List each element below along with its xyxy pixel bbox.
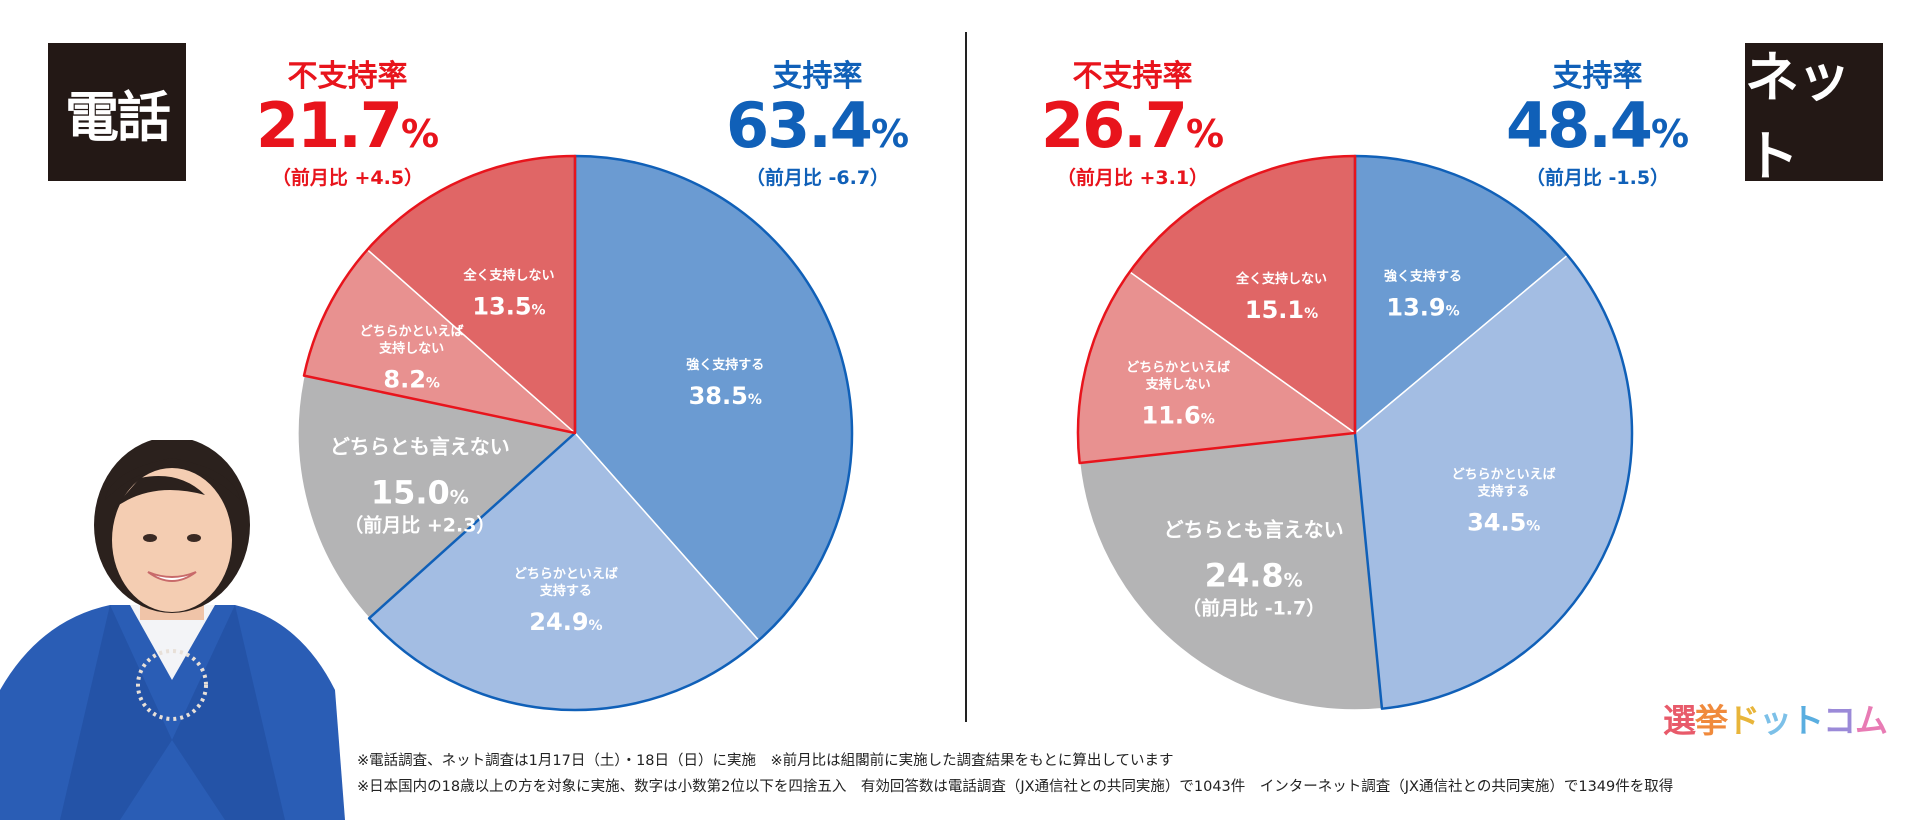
net-disapproval-value: 26.7	[1040, 89, 1188, 162]
net-slice-2-value: 24.8%	[1205, 556, 1303, 594]
footnote-1: ※電話調査、ネット調査は1月17日（土）・18日（日）に実施 ※前月比は組閣前に…	[357, 753, 1174, 769]
footnotes: ※電話調査、ネット調査は1月17日（土）・18日（日）に実施 ※前月比は組閣前に…	[357, 748, 1673, 800]
net-slice-1-label: 支持する	[1477, 483, 1530, 499]
logo-char: 挙	[1695, 701, 1728, 740]
net-slice-3-label: どちらかといえば	[1126, 360, 1230, 375]
footnote-2: ※日本国内の18歳以上の方を対象に実施、数字は小数第2位以下を四捨五入 有効回答…	[357, 779, 1674, 795]
phone-approval-diff: （前月比 -6.7）	[745, 167, 890, 189]
phone-disapproval-value: 21.7	[255, 89, 403, 162]
phone-slice-3-value: 8.2%	[383, 365, 440, 393]
phone-slice-2-label: どちらとも言えない	[330, 434, 510, 458]
phone-approval-value: 63.4	[725, 89, 873, 162]
phone-slice-2	[297, 374, 577, 620]
net-approval-unit: %	[1650, 112, 1690, 156]
phone-slice-4-label: 全く支持しない	[462, 268, 554, 284]
logo-char: ッ	[1759, 701, 1792, 740]
net-slice-3-value: 11.6%	[1142, 401, 1215, 429]
net-slice-2-label: どちらとも言えない	[1164, 517, 1344, 541]
phone-slice-2-value: 15.0%	[371, 473, 469, 511]
phone-slice-1-label: 支持する	[539, 583, 592, 599]
logo-char: ト	[1791, 701, 1824, 740]
logo-char: 選	[1663, 701, 1696, 740]
phone-slice-3-label: 支持しない	[378, 340, 444, 356]
logo-char: ム	[1855, 701, 1888, 740]
net-slice-4-value: 15.1%	[1245, 296, 1318, 324]
phone-disapproval-outline	[302, 154, 577, 435]
net-disapproval-unit: %	[1185, 112, 1225, 156]
net-approval-label: 支持率	[1552, 59, 1643, 94]
phone-disapproval-label: 不支持率	[287, 59, 408, 94]
portrait-image	[0, 440, 345, 820]
net-slice-0-label: 強く支持する	[1384, 269, 1462, 285]
net-disapproval-label: 不支持率	[1072, 59, 1193, 94]
net-disapproval-diff: （前月比 +3.1）	[1056, 167, 1209, 189]
phone-slice-0-value: 38.5%	[689, 382, 762, 410]
net-disapproval-stat: 不支持率 26.7% （前月比 +3.1）	[1040, 60, 1225, 190]
phone-disapproval-diff: （前月比 +4.5）	[271, 167, 424, 189]
phone-slice-0-label: 強く支持する	[686, 357, 764, 373]
net-disapproval-outline	[1076, 154, 1357, 465]
phone-disapproval-stat: 不支持率 21.7% （前月比 +4.5）	[255, 60, 440, 190]
phone-slice-1-value: 24.9%	[529, 608, 602, 636]
net-badge: ネット	[1745, 43, 1883, 188]
phone-approval-outline	[367, 154, 854, 712]
net-approval-stat: 支持率 48.4% （前月比 -1.5）	[1505, 60, 1690, 190]
net-slice-0-value: 13.9%	[1386, 294, 1459, 322]
phone-approval-stat: 支持率 63.4% （前月比 -6.7）	[725, 60, 910, 190]
logo: 選挙ドットコム	[1663, 694, 1888, 742]
net-slice-2-diff: （前月比 -1.7）	[1182, 596, 1325, 619]
phone-badge: 電話	[48, 43, 186, 181]
logo-char: コ	[1823, 701, 1856, 740]
phone-slice-1-label: どちらかといえば	[514, 567, 618, 582]
net-slice-1-label: どちらかといえば	[1452, 467, 1556, 482]
net-slice-1-value: 34.5%	[1467, 508, 1540, 536]
phone-disapproval-unit: %	[400, 112, 440, 156]
net-slice-4-label: 全く支持しない	[1235, 271, 1327, 287]
net-slice-2	[1078, 432, 1383, 711]
phone-approval-unit: %	[870, 112, 910, 156]
phone-approval-label: 支持率	[772, 59, 863, 94]
net-approval-diff: （前月比 -1.5）	[1525, 167, 1670, 189]
phone-slice-2-diff: （前月比 +2.3）	[344, 513, 495, 536]
logo-char: ド	[1727, 701, 1760, 740]
net-approval-outline	[1353, 154, 1634, 710]
net-slice-3-label: 支持しない	[1145, 376, 1211, 392]
section-divider	[965, 32, 967, 722]
phone-slice-3-label: どちらかといえば	[360, 324, 464, 339]
net-approval-value: 48.4	[1505, 89, 1653, 162]
phone-slice-4-value: 13.5%	[472, 293, 545, 321]
